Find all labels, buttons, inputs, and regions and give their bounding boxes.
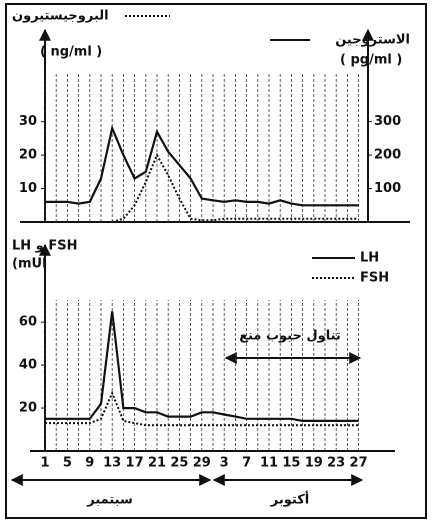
y-tick-label: 30 bbox=[19, 114, 37, 129]
x-tick-label: 21 bbox=[148, 456, 166, 471]
y-label: LH و FSH bbox=[12, 239, 77, 254]
y2-label: ( pg/ml ) bbox=[340, 53, 402, 68]
legend-label: LH bbox=[360, 251, 379, 266]
legend-label: FSH bbox=[360, 271, 389, 286]
month-label: أكتوبر bbox=[270, 491, 309, 508]
y2-tick-label: 100 bbox=[374, 181, 401, 196]
x-tick-label: 23 bbox=[327, 456, 345, 471]
y-tick-label: 20 bbox=[19, 148, 37, 163]
series-line bbox=[45, 311, 359, 422]
x-tick-label: 25 bbox=[170, 456, 188, 471]
y-tick-label: 20 bbox=[19, 401, 37, 416]
x-tick-label: 27 bbox=[350, 456, 368, 471]
legend-label: الاستروجين bbox=[335, 33, 410, 48]
frame bbox=[5, 3, 427, 519]
legend-label: البروجيستيرون bbox=[12, 9, 109, 24]
y-tick-label: 10 bbox=[19, 181, 37, 196]
y-unit: (mUI bbox=[12, 257, 47, 272]
x-tick-label: 3 bbox=[220, 456, 229, 471]
series-line bbox=[45, 390, 359, 427]
x-tick-label: 15 bbox=[282, 456, 300, 471]
y-label: ( ng/ml ) bbox=[40, 45, 102, 60]
y-tick-label: 60 bbox=[19, 315, 37, 330]
x-tick-label: 7 bbox=[242, 456, 251, 471]
series-line bbox=[45, 124, 359, 207]
y-tick-label: 40 bbox=[19, 358, 37, 373]
x-tick-label: 17 bbox=[126, 456, 144, 471]
x-tick-label: 9 bbox=[85, 456, 94, 471]
x-tick-label: 29 bbox=[193, 456, 211, 471]
month-label: سبتمبر bbox=[86, 493, 133, 508]
x-tick-label: 13 bbox=[103, 456, 121, 471]
y2-tick-label: 200 bbox=[374, 148, 401, 163]
series-line bbox=[111, 152, 359, 223]
x-tick-label: 19 bbox=[305, 456, 323, 471]
y2-tick-label: 300 bbox=[374, 114, 401, 129]
annotation: تناول حبوب منع bbox=[239, 329, 341, 344]
x-tick-label: 1 bbox=[40, 456, 49, 471]
x-tick-label: 11 bbox=[260, 456, 278, 471]
x-tick-label: 5 bbox=[63, 456, 72, 471]
